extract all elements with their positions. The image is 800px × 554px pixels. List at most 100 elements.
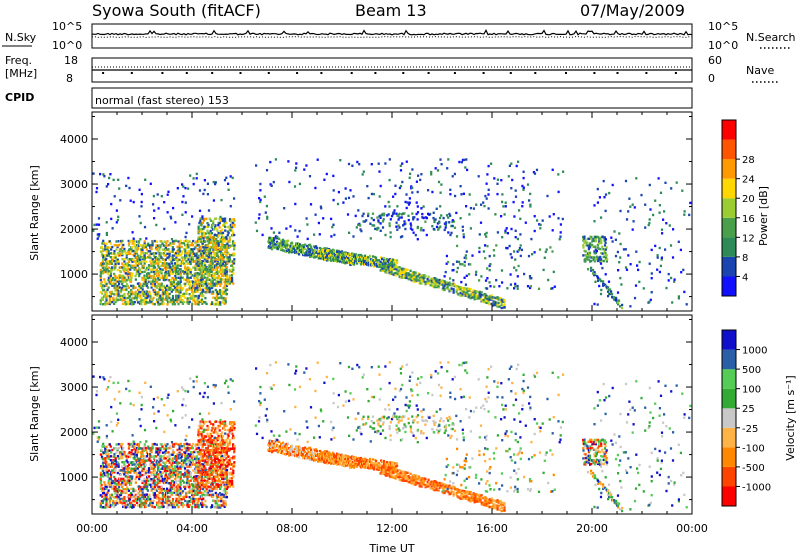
power-cell <box>159 251 162 255</box>
power-cell <box>604 248 607 251</box>
power-cell <box>150 243 153 247</box>
power-cell <box>160 272 163 275</box>
power-cell <box>536 219 539 222</box>
power-cell <box>134 278 137 281</box>
power-cell <box>453 226 457 229</box>
freq-mark <box>211 72 214 74</box>
power-cell <box>224 246 227 249</box>
velocity-cell <box>118 451 121 454</box>
velocity-cell <box>109 463 113 466</box>
power-cell <box>373 265 376 268</box>
power-cell <box>504 205 507 208</box>
power-cell <box>186 288 189 291</box>
power-cell <box>215 280 218 283</box>
power-cell <box>610 290 613 293</box>
power-cell <box>148 272 151 275</box>
power-cell <box>164 268 167 272</box>
power-cell <box>349 189 352 192</box>
power-cell <box>356 262 359 265</box>
power-cell <box>584 239 587 242</box>
power-cell <box>188 300 191 304</box>
power-cell <box>469 287 472 291</box>
power-cell <box>435 225 439 229</box>
power-cell <box>228 276 232 280</box>
velocity-cell <box>131 493 134 497</box>
power-cell <box>459 291 462 295</box>
power-cell <box>165 276 169 279</box>
power-cell <box>216 250 219 253</box>
power-cell <box>208 260 211 263</box>
velocity-cell <box>137 496 140 499</box>
velocity-cell <box>141 469 144 473</box>
velocity-cell <box>132 495 135 499</box>
velocity-cell <box>139 457 142 460</box>
power-cell <box>295 162 298 165</box>
power-cell <box>137 240 141 243</box>
velocity-cell <box>167 459 170 462</box>
power-cell <box>184 258 187 261</box>
cpid-text: normal (fast stereo) 153 <box>95 94 229 107</box>
power-cell <box>196 288 199 292</box>
velocity-cell <box>141 459 144 462</box>
power-cell <box>615 296 618 300</box>
power-cell <box>233 246 236 249</box>
power-cell <box>215 266 218 269</box>
power-cell <box>617 269 620 272</box>
power-cell <box>618 299 621 302</box>
velocity-cell <box>141 491 144 494</box>
power-cell <box>598 256 601 259</box>
power-cell <box>122 274 125 278</box>
power-cell <box>132 258 135 261</box>
power-cell <box>225 243 228 247</box>
power-cell <box>206 266 209 270</box>
power-cell <box>131 258 134 261</box>
site-title: Syowa South (fitACF) <box>92 1 261 20</box>
power-cell <box>110 268 113 272</box>
power-cell <box>593 204 596 207</box>
velocity-cell <box>173 487 176 491</box>
power-cell <box>593 260 596 263</box>
power-cell <box>494 213 497 216</box>
power-cell <box>160 195 163 198</box>
velocity-cell <box>158 481 161 484</box>
velocity-cell <box>155 463 159 466</box>
power-cell <box>202 260 205 263</box>
power-cell <box>134 261 137 265</box>
power-cell <box>152 296 155 300</box>
power-cell <box>449 193 452 196</box>
power-cell <box>138 215 141 218</box>
power-cell <box>102 173 105 176</box>
power-cell <box>170 290 173 293</box>
freq-mark <box>645 72 648 74</box>
power-cell <box>202 284 205 288</box>
power-cell <box>172 206 175 210</box>
velocity-cell <box>157 467 160 470</box>
power-cell <box>146 295 149 298</box>
power-cell <box>443 287 446 290</box>
power-cell <box>141 276 144 280</box>
power-cell <box>427 281 430 285</box>
power-cell <box>597 279 600 282</box>
power-cell <box>130 293 133 296</box>
power-cell <box>154 244 158 247</box>
power-cell <box>446 286 449 289</box>
velocity-cell <box>151 447 154 450</box>
power-cell <box>208 232 211 235</box>
power-cell <box>158 282 161 286</box>
power-cell <box>414 273 417 276</box>
power-cell <box>179 289 182 292</box>
power-cell <box>119 298 123 301</box>
power-cell <box>146 256 149 259</box>
power-cell <box>129 274 132 277</box>
velocity-cell <box>122 471 125 474</box>
power-cell <box>161 289 164 292</box>
power-cell <box>614 298 617 302</box>
power-cell <box>361 173 364 176</box>
power-cell <box>322 217 325 220</box>
velocity-cell <box>166 502 169 505</box>
power-cell <box>175 256 178 259</box>
power-cell <box>198 209 202 212</box>
power-cell <box>208 217 211 220</box>
power-cell <box>330 217 333 221</box>
velocity-cell <box>148 457 151 460</box>
